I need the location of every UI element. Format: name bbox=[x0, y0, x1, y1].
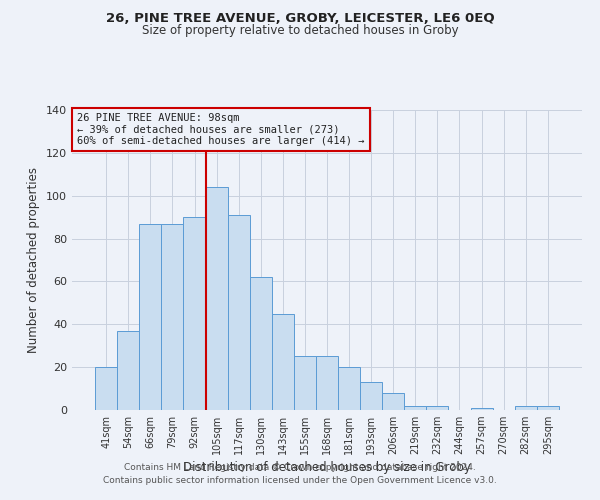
Bar bbox=[404, 406, 427, 410]
Bar bbox=[206, 187, 227, 410]
Bar bbox=[139, 224, 161, 410]
Bar bbox=[184, 217, 206, 410]
Bar bbox=[515, 406, 537, 410]
Bar bbox=[470, 408, 493, 410]
Bar bbox=[250, 277, 272, 410]
Bar bbox=[537, 406, 559, 410]
Bar bbox=[227, 215, 250, 410]
Bar bbox=[382, 393, 404, 410]
Text: 26 PINE TREE AVENUE: 98sqm
← 39% of detached houses are smaller (273)
60% of sem: 26 PINE TREE AVENUE: 98sqm ← 39% of deta… bbox=[77, 113, 365, 146]
Bar bbox=[338, 367, 360, 410]
X-axis label: Distribution of detached houses by size in Groby: Distribution of detached houses by size … bbox=[183, 462, 471, 474]
Bar bbox=[272, 314, 294, 410]
Text: Contains public sector information licensed under the Open Government Licence v3: Contains public sector information licen… bbox=[103, 476, 497, 485]
Bar bbox=[294, 356, 316, 410]
Bar bbox=[117, 330, 139, 410]
Text: Size of property relative to detached houses in Groby: Size of property relative to detached ho… bbox=[142, 24, 458, 37]
Bar bbox=[427, 406, 448, 410]
Text: 26, PINE TREE AVENUE, GROBY, LEICESTER, LE6 0EQ: 26, PINE TREE AVENUE, GROBY, LEICESTER, … bbox=[106, 12, 494, 26]
Bar bbox=[95, 367, 117, 410]
Bar bbox=[316, 356, 338, 410]
Y-axis label: Number of detached properties: Number of detached properties bbox=[28, 167, 40, 353]
Text: Contains HM Land Registry data © Crown copyright and database right 2024.: Contains HM Land Registry data © Crown c… bbox=[124, 464, 476, 472]
Bar bbox=[161, 224, 184, 410]
Bar bbox=[360, 382, 382, 410]
